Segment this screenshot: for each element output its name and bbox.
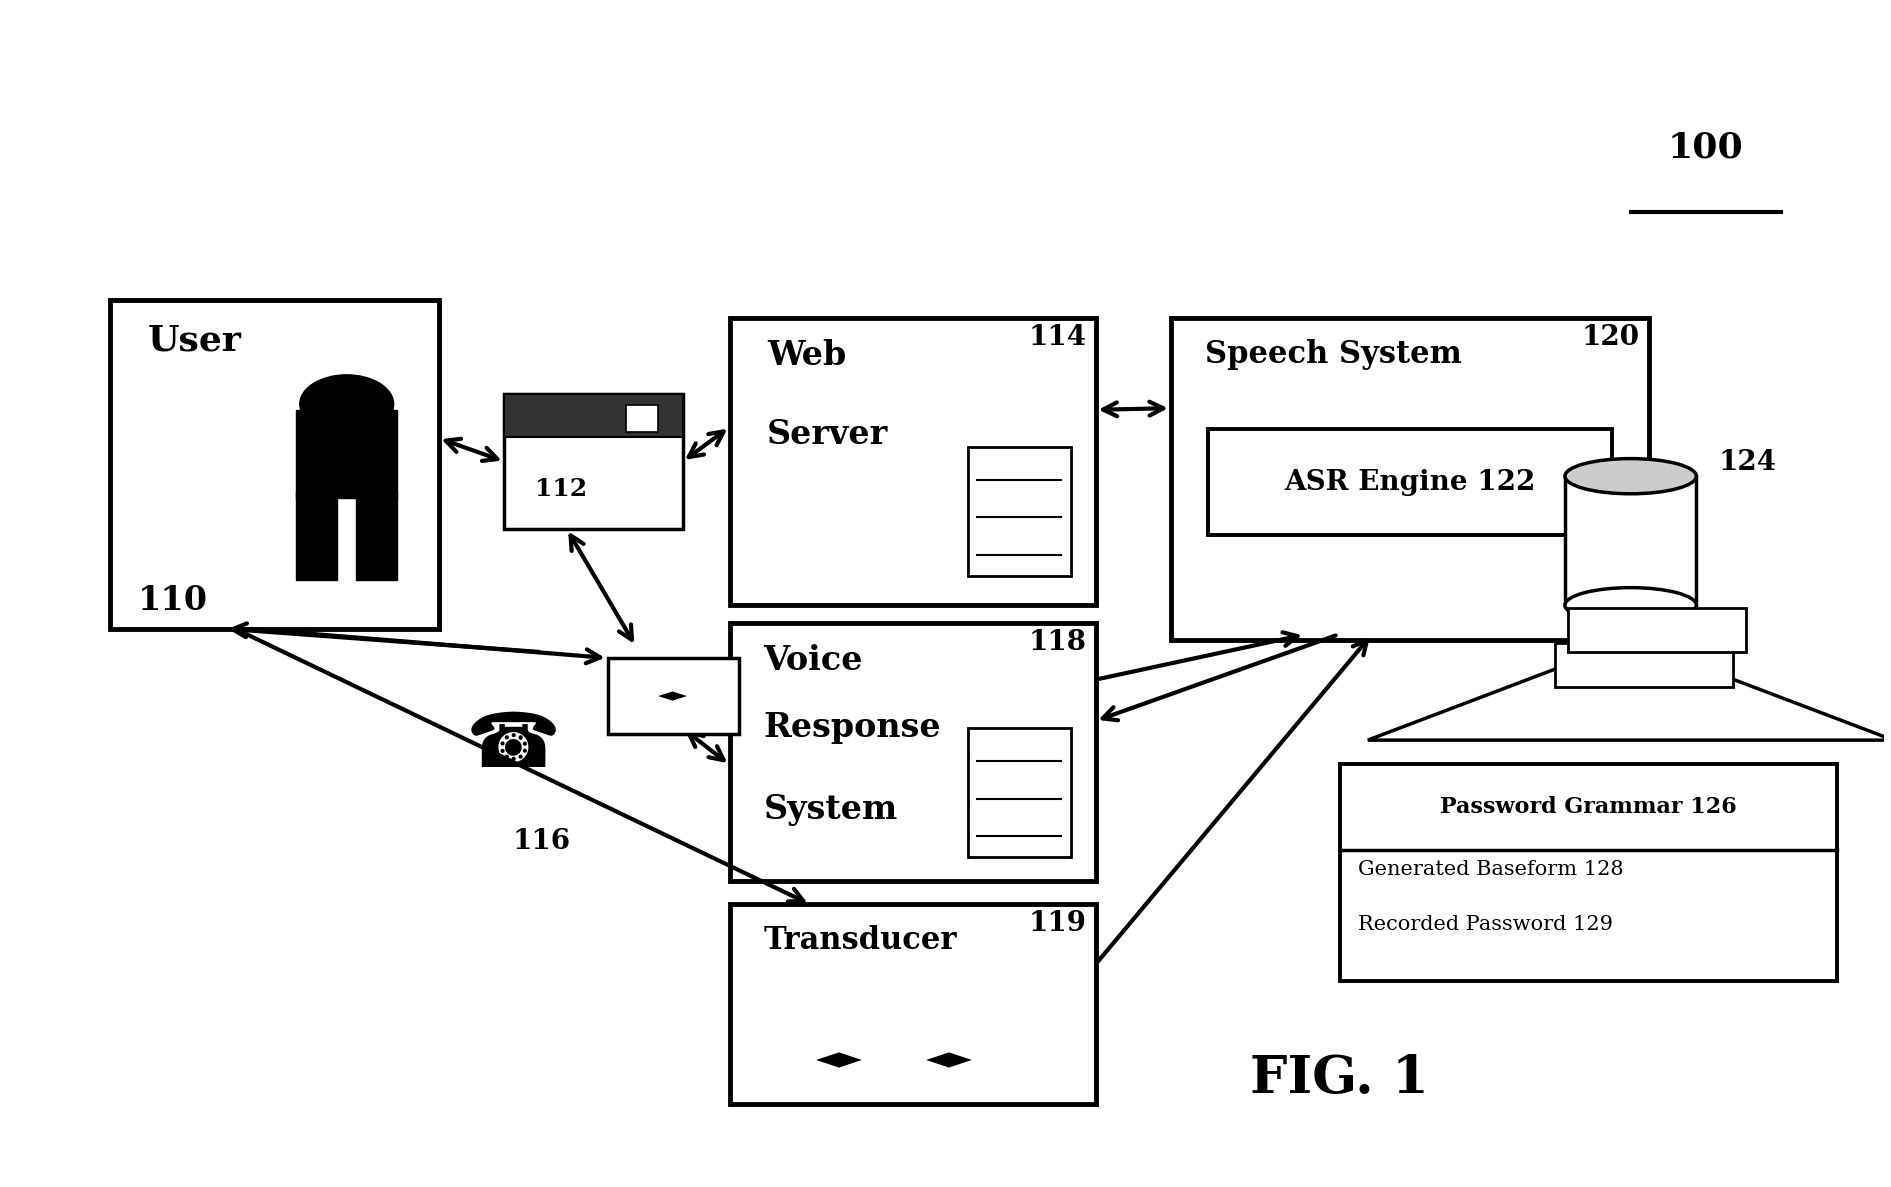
Text: Web: Web — [768, 339, 847, 372]
Text: System: System — [764, 793, 898, 826]
FancyBboxPatch shape — [968, 729, 1070, 857]
FancyBboxPatch shape — [1554, 643, 1732, 687]
FancyBboxPatch shape — [297, 410, 397, 499]
Bar — [297, 493, 337, 580]
Text: 100: 100 — [1668, 131, 1744, 164]
Text: Transducer: Transducer — [764, 926, 957, 957]
Text: 114: 114 — [1029, 324, 1085, 350]
Text: 124: 124 — [1719, 449, 1778, 476]
FancyBboxPatch shape — [1339, 763, 1838, 980]
Text: 112: 112 — [535, 476, 588, 501]
FancyBboxPatch shape — [1541, 678, 1719, 723]
Text: ☎: ☎ — [467, 709, 562, 783]
Ellipse shape — [1566, 588, 1696, 623]
FancyBboxPatch shape — [607, 658, 739, 735]
Text: ASR Engine 122: ASR Engine 122 — [1284, 469, 1535, 495]
Text: User: User — [147, 324, 242, 357]
FancyBboxPatch shape — [626, 405, 658, 432]
FancyBboxPatch shape — [968, 446, 1070, 576]
FancyBboxPatch shape — [1171, 318, 1649, 641]
Text: Speech System: Speech System — [1205, 339, 1462, 370]
Text: ◄►: ◄► — [815, 1046, 862, 1074]
Bar — [356, 493, 397, 580]
FancyBboxPatch shape — [505, 394, 683, 437]
Text: Recorded Password 129: Recorded Password 129 — [1358, 915, 1613, 934]
FancyBboxPatch shape — [110, 300, 439, 629]
FancyBboxPatch shape — [730, 623, 1095, 881]
Text: 110: 110 — [138, 584, 208, 617]
Text: ◄►: ◄► — [927, 1046, 972, 1074]
Text: Response: Response — [764, 711, 942, 744]
Text: FIG. 1: FIG. 1 — [1250, 1053, 1430, 1104]
Text: Server: Server — [768, 418, 889, 451]
Polygon shape — [1367, 641, 1891, 741]
Text: 118: 118 — [1029, 629, 1085, 655]
Ellipse shape — [1566, 458, 1696, 494]
Text: ◄►: ◄► — [658, 686, 688, 705]
Text: 116: 116 — [512, 829, 571, 855]
Text: Generated Baseform 128: Generated Baseform 128 — [1358, 859, 1624, 878]
Text: Voice: Voice — [764, 643, 862, 677]
FancyBboxPatch shape — [730, 904, 1095, 1104]
Bar — [1566, 476, 1696, 605]
Text: 119: 119 — [1029, 910, 1085, 938]
Text: Password Grammar 126: Password Grammar 126 — [1441, 796, 1736, 818]
Text: 120: 120 — [1583, 324, 1639, 350]
FancyBboxPatch shape — [1568, 608, 1745, 652]
FancyBboxPatch shape — [730, 318, 1095, 605]
FancyBboxPatch shape — [1208, 430, 1611, 535]
Circle shape — [301, 375, 393, 433]
FancyBboxPatch shape — [505, 394, 683, 529]
